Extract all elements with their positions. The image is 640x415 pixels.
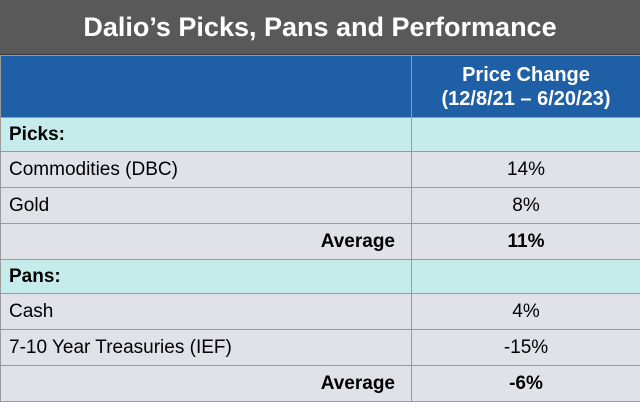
header-blank-cell xyxy=(0,55,412,118)
table-row: Cash 4% xyxy=(0,293,640,330)
table-row: 7-10 Year Treasuries (IEF) -15% xyxy=(0,329,640,366)
table-title: Dalio’s Picks, Pans and Performance xyxy=(0,0,640,55)
row-value: 14% xyxy=(411,151,640,188)
price-change-period: (12/8/21 – 6/20/23) xyxy=(441,87,611,110)
section-row-picks: Picks: xyxy=(0,117,640,152)
table-row: Gold 8% xyxy=(0,187,640,224)
row-label: Gold xyxy=(0,187,412,224)
section-blank-cell xyxy=(411,117,640,152)
row-label: 7-10 Year Treasuries (IEF) xyxy=(0,329,412,366)
table-row: Commodities (DBC) 14% xyxy=(0,151,640,188)
average-row-picks: Average 11% xyxy=(0,223,640,260)
price-change-header: Price Change (12/8/21 – 6/20/23) xyxy=(411,55,640,118)
average-row-pans: Average -6% xyxy=(0,365,640,402)
performance-table: Price Change (12/8/21 – 6/20/23) Picks: … xyxy=(0,55,640,402)
section-row-pans: Pans: xyxy=(0,259,640,294)
row-label: Commodities (DBC) xyxy=(0,151,412,188)
price-change-label: Price Change xyxy=(462,63,590,86)
average-label: Average xyxy=(0,365,412,402)
row-value: 8% xyxy=(411,187,640,224)
section-label-picks: Picks: xyxy=(0,117,412,152)
average-label: Average xyxy=(0,223,412,260)
row-label: Cash xyxy=(0,293,412,330)
section-label-pans: Pans: xyxy=(0,259,412,294)
average-value: 11% xyxy=(411,223,640,260)
section-blank-cell xyxy=(411,259,640,294)
header-row: Price Change (12/8/21 – 6/20/23) xyxy=(0,55,640,118)
average-value: -6% xyxy=(411,365,640,402)
row-value: 4% xyxy=(411,293,640,330)
row-value: -15% xyxy=(411,329,640,366)
